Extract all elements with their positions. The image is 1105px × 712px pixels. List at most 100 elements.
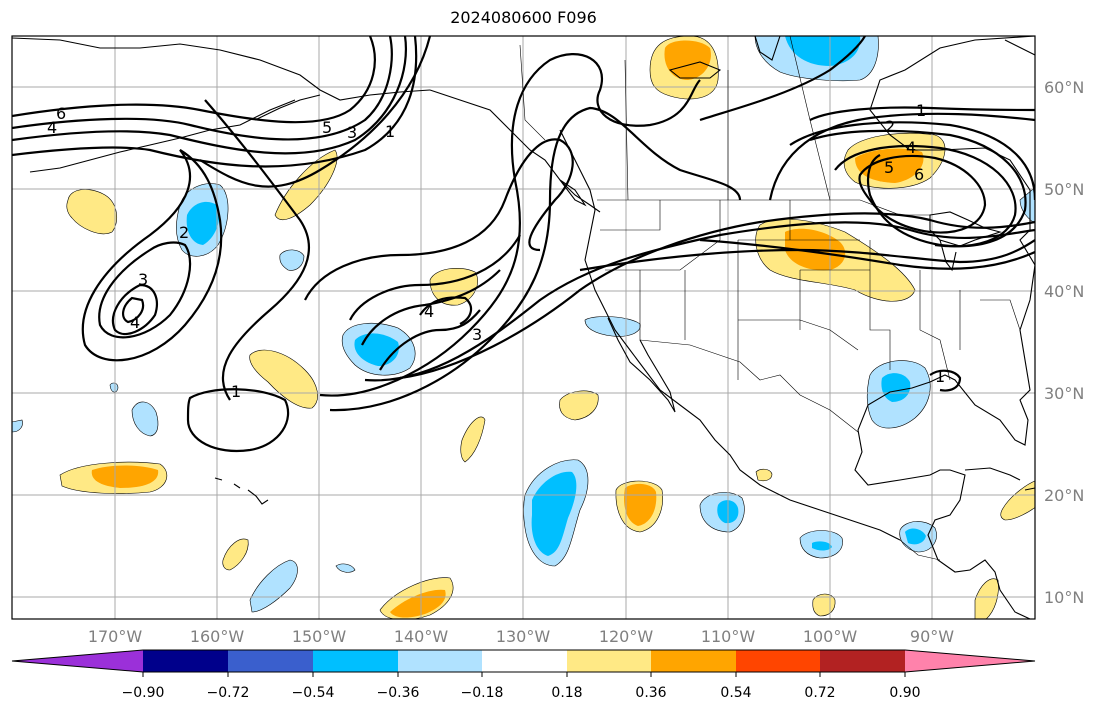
contour-label: 6 [56,104,66,123]
shade-neg [249,559,298,613]
contour-line [204,99,310,401]
plot-frame [11,35,1036,620]
colorbar-segment [313,650,398,672]
coast-alaska [12,37,431,101]
shade-neg [584,316,641,337]
coast-aleutians [29,99,296,173]
contour-line [809,129,1027,248]
lat-label: 10°N [1044,588,1084,607]
shade-neg [1019,187,1035,224]
contour-label: 1 [385,122,395,141]
shade-neg-strong [881,373,911,402]
shade-pos [974,578,999,619]
shade-neg [279,249,305,271]
shade-pos [1000,480,1035,521]
contour-label: 5 [884,158,894,177]
lat-label: 30°N [1044,384,1084,403]
contour-label: 1 [935,367,945,386]
border-us-mexico [639,339,859,433]
coast-alaska-panhandle [429,89,601,213]
contour-label: 5 [322,118,332,137]
colorbar: −0.90 −0.72 −0.54 −0.36 −0.18 0.18 0.36 … [11,649,1036,701]
colorbar-segment [398,650,482,672]
contour-line [186,388,290,453]
contour-line [929,369,962,392]
coast-baja [607,317,676,413]
coast-vancouver-isl [559,179,587,207]
shade-pos [249,349,318,409]
contour-line [349,234,521,321]
shade-pos [755,468,773,482]
contour-label: 2 [885,117,895,136]
colorbar-segment [482,650,567,672]
colorbar-tick-label: 0.36 [635,685,666,701]
coastlines [12,36,1035,619]
shade-pos [460,416,486,463]
contour-label: 4 [906,138,916,157]
contour-line [199,36,432,188]
contour-line [419,296,473,325]
shade-pos-strong [664,40,711,80]
coast-hudson-bay [754,36,781,61]
map-title: 2024080600 F096 [450,8,597,27]
shade-neg-strong [186,201,220,245]
lat-label: 50°N [1044,180,1084,199]
shade-neg [12,419,23,433]
coast-ellesmere [668,61,722,79]
shade-neg-strong [905,528,926,545]
border-central-america [899,539,941,561]
colorbar-tick-label: −0.18 [461,685,504,701]
colorbar-tick-label: −0.90 [122,685,165,701]
coast-north-america [854,36,1035,619]
colorbar-segment [651,650,736,672]
shade-neg [109,382,119,393]
contour-label: 2 [179,223,189,242]
colorbar-tick-label: 0.90 [889,685,920,701]
colorbar-tick-label: 0.54 [720,685,751,701]
border-us-canada [597,199,930,216]
shade-pos [222,538,249,571]
contour-label: 1 [916,101,926,120]
contour-line [399,212,1035,380]
border-alaska-canada [519,44,546,141]
contour-label: 4 [130,313,140,332]
lon-label: 120°W [599,627,654,646]
coast-newfoundland [1004,39,1035,56]
longitude-labels: 170°W 160°W 150°W 140°W 130°W 120°W 110°… [88,627,954,646]
shade-pos [66,189,118,235]
contour-label: 4 [424,302,434,321]
shade-pos-strong [91,465,159,488]
shade-pos-strong [855,148,924,183]
contour-line [364,221,1035,382]
colorbar-tick-marks [142,672,906,677]
lon-label: 140°W [394,627,449,646]
contour-line [699,36,866,122]
contour-line [379,309,481,371]
colorbar-segment [820,650,905,672]
lon-label: 130°W [496,627,551,646]
contour-line [12,36,393,141]
colorbar-segment [736,650,820,672]
contour-line [319,53,701,397]
shade-neg [335,563,356,573]
contour-line [12,36,376,124]
contour-line [699,238,1035,270]
lon-label: 90°W [910,627,954,646]
contour-line [361,269,501,346]
contour-line [304,138,574,301]
contour-line [12,36,407,155]
contour-label: 6 [914,165,924,184]
colorbar-tick-label: 0.72 [804,685,835,701]
contour-line [122,296,145,324]
contour-line [12,36,418,168]
shade-pos [812,593,836,617]
shade-pos [429,267,478,306]
lat-label: 60°N [1044,78,1084,97]
shade-neg-strong [785,36,861,66]
lon-label: 160°W [190,627,245,646]
contours [12,36,1035,453]
contour-line [834,145,1017,248]
contour-label: 3 [347,123,357,142]
lon-label: 100°W [803,627,858,646]
